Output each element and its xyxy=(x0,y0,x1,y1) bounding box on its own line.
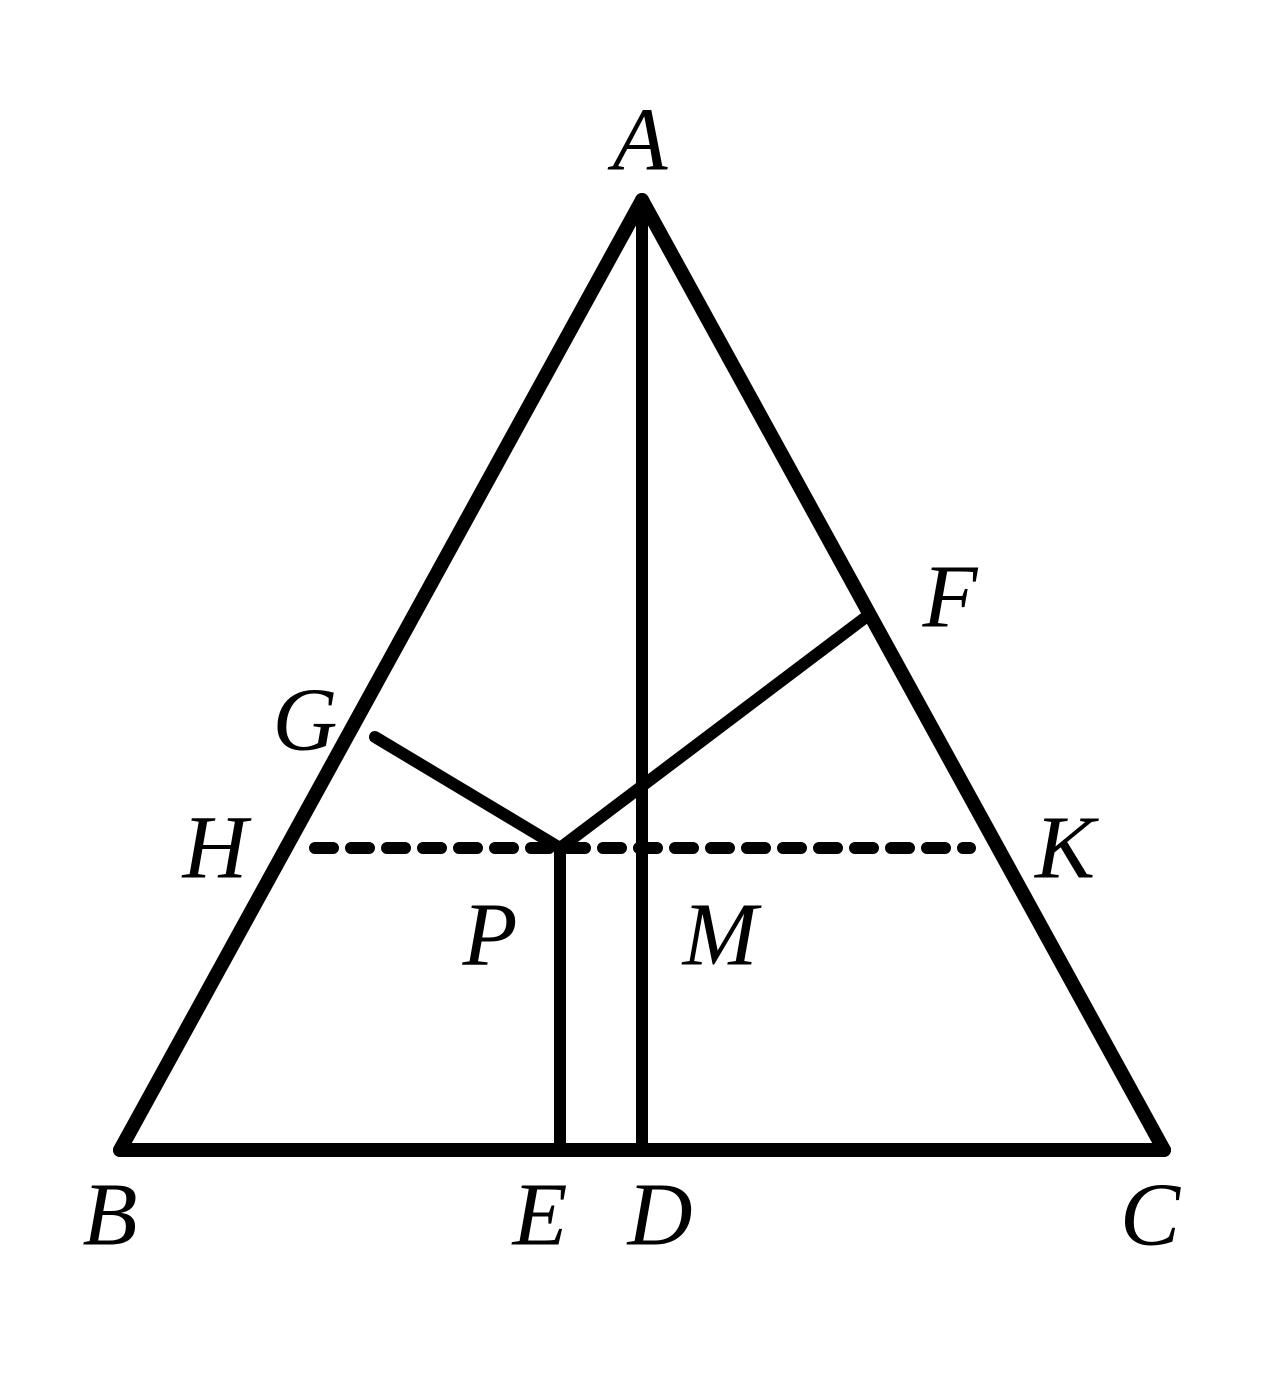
geometry-diagram: A B C DE F GH K M P xyxy=(0,0,1285,1390)
label-C: C xyxy=(1120,1164,1180,1267)
label-H: H xyxy=(183,797,248,900)
line-P-G xyxy=(375,737,560,848)
label-G: G xyxy=(273,669,338,772)
label-K: K xyxy=(1035,797,1095,900)
line-C-A xyxy=(642,200,1164,1150)
label-D: D xyxy=(628,1164,693,1267)
label-A: A xyxy=(613,89,668,192)
line-P-F xyxy=(560,614,870,848)
label-F: F xyxy=(923,546,978,649)
label-M: M xyxy=(683,884,758,987)
label-P: P xyxy=(463,884,518,987)
label-B: B xyxy=(83,1164,138,1267)
label-E: E xyxy=(513,1164,568,1267)
